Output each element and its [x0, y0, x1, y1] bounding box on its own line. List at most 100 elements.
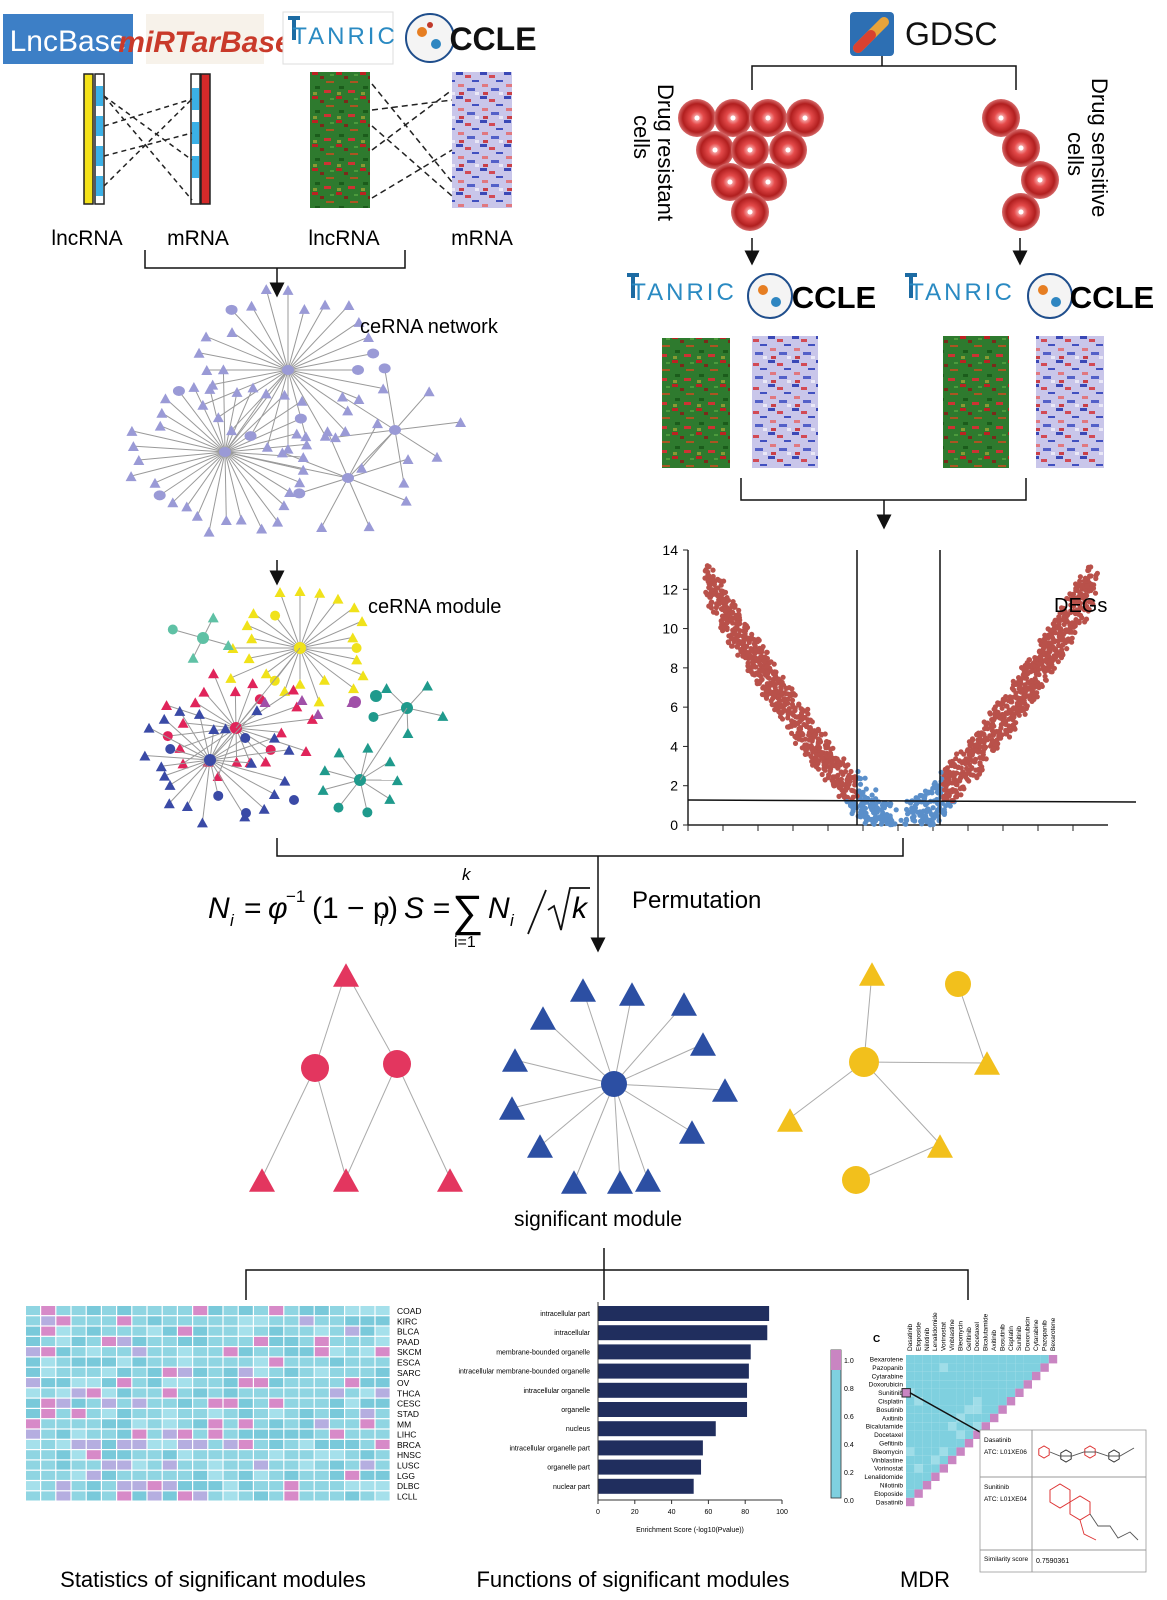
red-module-node: [249, 1168, 275, 1191]
mdr-cell: [1015, 1389, 1023, 1397]
stats-cell: [208, 1471, 222, 1480]
stats-cell: [284, 1440, 298, 1449]
stats-cell: [345, 1471, 359, 1480]
stats-row-label: COAD: [397, 1306, 422, 1316]
mdr-cell: [923, 1447, 931, 1455]
module-node-rna: [279, 776, 290, 786]
resistant-cells-cluster: [678, 99, 824, 231]
cell-nucleus: [728, 180, 733, 185]
mdr-cell: [956, 1372, 964, 1380]
mdr-cell: [923, 1363, 931, 1371]
stats-cell: [284, 1461, 298, 1470]
mdr-cell: [906, 1380, 914, 1388]
module-node-mirna: [241, 808, 251, 818]
stats-cell: [163, 1368, 177, 1377]
stats-cell: [330, 1440, 344, 1449]
stats-cell: [56, 1347, 70, 1356]
mdr-cell: [931, 1447, 939, 1455]
mdr-cell: [931, 1372, 939, 1380]
mdr-row-label: Pazopanib: [872, 1365, 903, 1372]
stats-cell: [163, 1337, 177, 1346]
volcano-point: [788, 693, 793, 698]
go-x-axis-label: Enrichment Score (-log10(Pvalue)): [636, 1527, 744, 1534]
stats-cell: [72, 1419, 86, 1428]
stats-cell: [330, 1430, 344, 1439]
module-edge: [236, 683, 253, 728]
mdr-cell: [931, 1439, 939, 1447]
stats-cell: [56, 1440, 70, 1449]
mdr-column-label: Nilotinib: [924, 1327, 931, 1351]
bracket-expression: [741, 478, 1026, 500]
stats-cell: [102, 1316, 116, 1325]
volcano-point: [981, 731, 986, 736]
mdr-cell: [906, 1363, 914, 1371]
volcano-point: [772, 662, 777, 667]
module-node-mirna: [368, 712, 378, 722]
stats-cell: [360, 1327, 374, 1336]
network-edge: [395, 430, 404, 483]
stats-cell: [72, 1347, 86, 1356]
volcano-point: [1042, 639, 1047, 644]
stats-cell: [178, 1378, 192, 1387]
stats-cell: [56, 1430, 70, 1439]
volcano-point: [819, 756, 824, 761]
volcano-point: [931, 822, 936, 827]
mdr-cell: [973, 1355, 981, 1363]
stats-cell: [330, 1316, 344, 1325]
network-node-mirna: [295, 414, 307, 424]
volcano-point: [770, 696, 775, 701]
module-node-rna: [247, 678, 258, 688]
volcano-point: [780, 680, 785, 685]
mdr-colorbar-tick: 0.4: [844, 1442, 854, 1449]
stats-cell: [239, 1419, 253, 1428]
stats-cell: [330, 1409, 344, 1418]
mdr-row-label: Bosutinib: [876, 1407, 903, 1414]
stats-cell: [148, 1368, 162, 1377]
drug1-atc: ATC: L01XE06: [984, 1449, 1027, 1456]
mdr-cell: [931, 1464, 939, 1472]
stats-cell: [300, 1430, 314, 1439]
volcano-point: [960, 785, 965, 790]
stats-cell: [72, 1481, 86, 1490]
stats-cell: [132, 1347, 146, 1356]
stats-cell: [102, 1491, 116, 1500]
stats-cell: [148, 1358, 162, 1367]
stats-cell: [193, 1306, 207, 1315]
stats-cell: [26, 1491, 40, 1500]
stats-cell: [178, 1491, 192, 1500]
network-node-mirna: [245, 431, 257, 441]
module-edge: [280, 592, 300, 648]
blue-module-node: [679, 1120, 705, 1143]
stats-cell: [239, 1440, 253, 1449]
volcano-point: [1070, 621, 1075, 626]
module-edge: [300, 648, 319, 701]
stats-cell: [193, 1399, 207, 1408]
mdr-colorbar-high: [831, 1350, 841, 1370]
stats-row-label: LGG: [397, 1471, 415, 1481]
stats-cell: [102, 1327, 116, 1336]
mdr-cell: [931, 1414, 939, 1422]
mdr-cell: [998, 1355, 1006, 1363]
blue-module-node: [561, 1170, 587, 1193]
mdr-column-label: Cytarabine: [1033, 1319, 1040, 1351]
stats-cell: [117, 1399, 131, 1408]
stats-cell: [376, 1450, 390, 1459]
mdr-cell: [906, 1473, 914, 1481]
stats-cell: [193, 1347, 207, 1356]
stats-cell: [224, 1337, 238, 1346]
module-node-mirna: [362, 807, 372, 817]
stats-cell: [254, 1419, 268, 1428]
mdr-cell: [998, 1363, 1006, 1371]
stats-cell: [148, 1306, 162, 1315]
stats-cell: [117, 1337, 131, 1346]
mdr-cell: [923, 1414, 931, 1422]
mdr-cell: [906, 1489, 914, 1497]
stats-cell: [41, 1430, 55, 1439]
stats-row-label: OV: [397, 1378, 410, 1388]
stats-row-label: HNSC: [397, 1450, 421, 1460]
volcano-point: [977, 772, 982, 777]
network-node-rna: [218, 364, 229, 374]
mdr-cell: [956, 1380, 964, 1388]
cerna-network-label: ceRNA network: [360, 316, 499, 338]
stats-cell: [360, 1368, 374, 1377]
